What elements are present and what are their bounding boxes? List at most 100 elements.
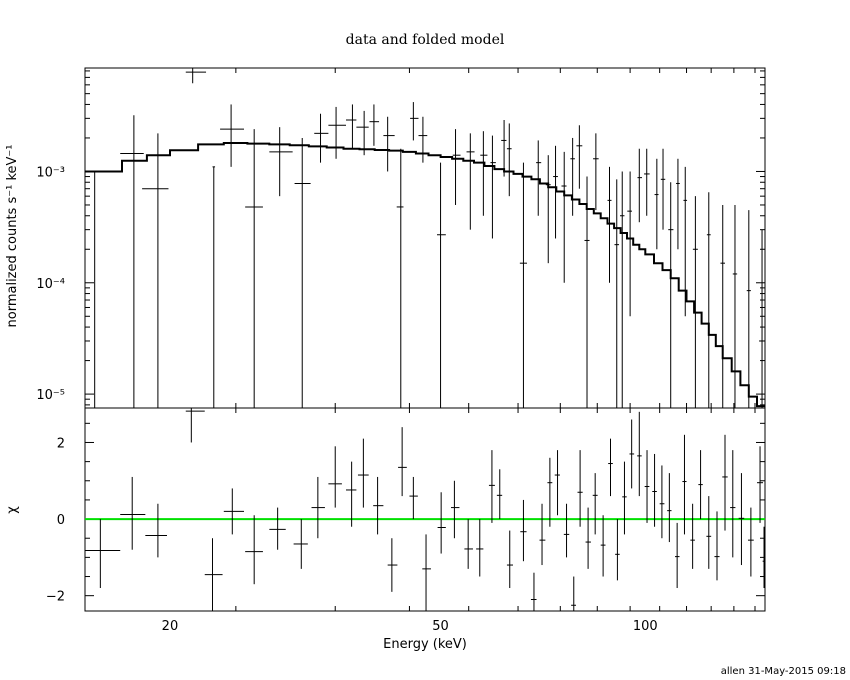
- data-point: [683, 166, 688, 317]
- chart-title: data and folded model: [346, 32, 505, 48]
- footer-stamp: allen 31-May-2015 09:18: [721, 666, 846, 677]
- data-point: [383, 116, 395, 172]
- y-tick-label: 0: [57, 513, 65, 528]
- x-tick-label: 20: [162, 619, 179, 634]
- data-point: [676, 158, 680, 250]
- data-point: [714, 511, 720, 581]
- data-point: [185, 68, 207, 84]
- data-point: [553, 145, 558, 239]
- data-point: [373, 476, 384, 535]
- data-point: [545, 155, 551, 264]
- data-point: [120, 115, 144, 408]
- data-point: [762, 526, 765, 589]
- data-point: [452, 129, 461, 205]
- data-point: [185, 408, 205, 443]
- data-point: [488, 450, 495, 523]
- data-point: [619, 171, 625, 408]
- y-tick-label: 2: [57, 436, 65, 451]
- data-point: [506, 123, 512, 197]
- data-point: [410, 102, 419, 141]
- data-point: [245, 129, 263, 408]
- data-point: [269, 127, 293, 197]
- data-point: [644, 450, 650, 523]
- data-point: [496, 469, 503, 520]
- data-point: [577, 450, 583, 527]
- data-point: [422, 534, 431, 611]
- panel-frame: [84, 407, 766, 612]
- data-point: [269, 507, 286, 550]
- data-point: [629, 419, 635, 489]
- data-point: [757, 446, 764, 523]
- y-tick-label: 10⁻⁴: [36, 277, 65, 292]
- data-point: [212, 166, 216, 408]
- spectrum-panel: 10⁻³ 10⁻⁴ 10⁻⁵: [36, 67, 766, 409]
- data-point: [451, 480, 460, 539]
- data-point: [730, 450, 736, 558]
- data-point: [85, 519, 121, 589]
- data-point: [314, 113, 329, 163]
- data-point: [690, 503, 695, 569]
- data-point: [436, 162, 446, 408]
- data-point: [223, 488, 245, 535]
- data-point: [480, 131, 488, 216]
- data-point: [652, 453, 657, 527]
- data-point: [614, 179, 620, 408]
- y-tick-label: 10⁻³: [36, 165, 65, 180]
- data-point: [547, 457, 553, 527]
- data-point: [667, 473, 672, 543]
- data-point: [345, 104, 357, 149]
- data-point: [668, 182, 674, 408]
- data-point: [345, 461, 357, 527]
- data-point: [563, 503, 570, 558]
- data-point: [571, 576, 577, 611]
- data-point: [682, 434, 687, 535]
- data-point: [746, 210, 751, 408]
- x-tick-label: 50: [432, 619, 449, 634]
- data-point: [570, 137, 575, 216]
- data-point: [706, 192, 711, 408]
- data-point: [675, 522, 680, 589]
- data-point: [204, 538, 223, 611]
- data-point: [369, 104, 380, 146]
- data-point: [294, 137, 311, 408]
- data-point: [759, 229, 765, 408]
- data-point: [706, 496, 712, 569]
- data-point: [245, 515, 263, 585]
- data-point: [519, 162, 527, 408]
- data-point: [660, 148, 666, 230]
- data-point: [398, 427, 407, 497]
- data-point: [747, 507, 754, 577]
- data-point: [387, 538, 398, 592]
- data-point: [520, 499, 527, 562]
- data-point: [396, 148, 404, 408]
- residual-panel: 20−220 50 100: [46, 407, 766, 634]
- data-point: [600, 515, 606, 577]
- data-point: [615, 519, 620, 581]
- data-point: [576, 125, 583, 189]
- y-axis-label-chi: χ: [5, 506, 20, 514]
- data-point: [145, 503, 167, 558]
- data-point: [476, 519, 484, 577]
- data-point: [584, 176, 590, 408]
- data-point: [536, 140, 542, 216]
- panel-frame: [84, 67, 766, 409]
- data-point: [356, 110, 369, 156]
- data-point: [530, 572, 537, 611]
- data-point: [311, 476, 325, 539]
- data-point: [659, 465, 665, 539]
- data-point: [142, 133, 169, 408]
- data-point: [328, 106, 346, 159]
- data-point: [732, 204, 738, 408]
- data-point: [654, 158, 659, 250]
- data-point: [561, 151, 567, 283]
- data-point: [501, 119, 507, 177]
- y-tick-label: 10⁻⁵: [36, 388, 65, 403]
- data-point: [692, 196, 698, 408]
- data-point: [608, 438, 613, 497]
- y-axis-label-counts: normalized counts s⁻¹ keV⁻¹: [5, 145, 20, 328]
- data-point: [637, 411, 642, 497]
- data-point: [506, 530, 513, 589]
- data-point: [293, 519, 308, 569]
- data-point: [220, 104, 245, 167]
